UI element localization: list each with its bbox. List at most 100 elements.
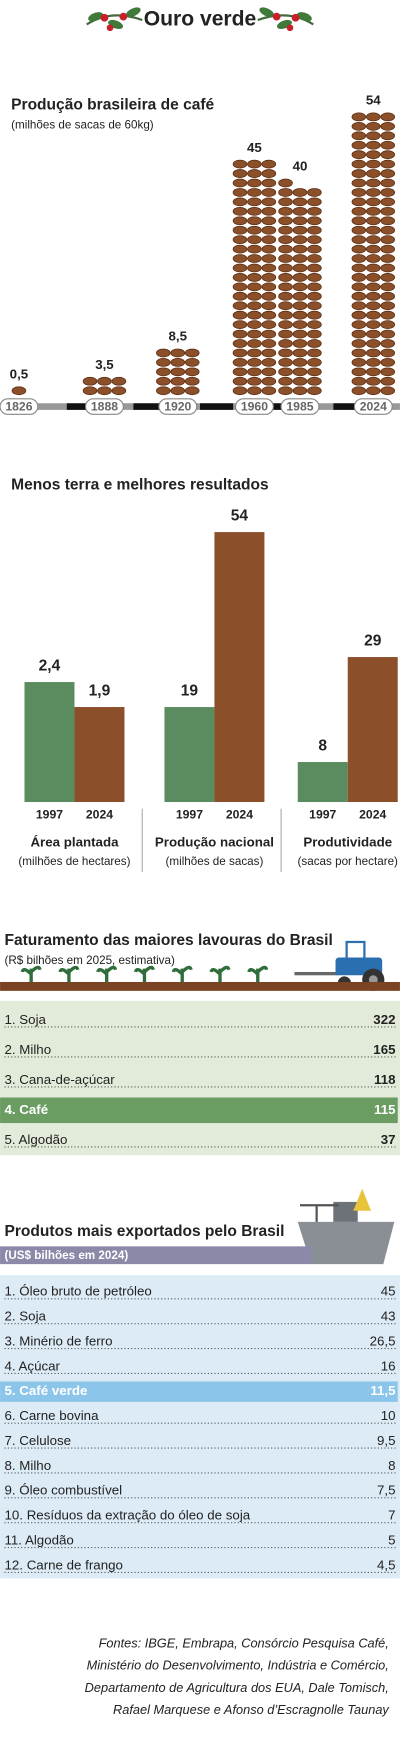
- bean: [232, 339, 248, 348]
- bean: [366, 169, 381, 178]
- bean: [351, 206, 367, 216]
- bean: [292, 329, 308, 339]
- bean: [232, 367, 248, 377]
- bean: [170, 386, 186, 396]
- bean: [351, 339, 367, 348]
- bean: [247, 178, 262, 188]
- year-pill: [158, 398, 198, 415]
- bean: [366, 197, 381, 207]
- bean: [247, 348, 262, 358]
- row-value: 4,5: [377, 1557, 396, 1572]
- bean: [232, 206, 248, 216]
- bean: [292, 188, 308, 197]
- bean: [380, 320, 396, 330]
- bean: [351, 301, 367, 311]
- bean: [278, 216, 293, 226]
- bean: [366, 121, 381, 131]
- bean: [247, 376, 262, 386]
- category-label: Área plantada: [30, 835, 119, 850]
- bean: [261, 273, 277, 282]
- x-tick-label: 1826: [5, 399, 32, 413]
- bean: [292, 206, 308, 216]
- bean: [156, 386, 171, 396]
- bean: [307, 282, 322, 292]
- row-label: 5. Café verde: [4, 1383, 87, 1398]
- bean: [366, 310, 381, 320]
- row-label: 6. Carne bovina: [4, 1408, 99, 1423]
- bean: [366, 273, 381, 282]
- row-value: 11,5: [370, 1383, 396, 1398]
- bean: [232, 225, 248, 235]
- timeline-segment: [333, 403, 367, 410]
- bean: [292, 282, 308, 292]
- bean: [366, 150, 381, 160]
- bean: [307, 235, 322, 245]
- source-line: Fontes: IBGE, Embrapa, Consórcio Pesquis…: [99, 1635, 389, 1650]
- category-unit: (sacas por hectare): [298, 855, 399, 868]
- bean: [82, 386, 98, 396]
- row-value: 16: [381, 1358, 396, 1373]
- bean: [366, 329, 381, 339]
- highlight-row: [0, 1381, 398, 1402]
- bar: [74, 707, 125, 803]
- bean: [247, 244, 262, 254]
- bean: [366, 131, 381, 141]
- row-value: 165: [373, 1042, 396, 1057]
- category-unit: (milhões de sacas): [166, 855, 264, 868]
- plant-leaves: [209, 965, 231, 982]
- bean: [292, 320, 308, 330]
- bean: [380, 150, 396, 160]
- bean: [366, 376, 381, 386]
- bean: [366, 112, 381, 122]
- row-label: 1. Óleo bruto de petróleo: [4, 1284, 151, 1299]
- bean: [292, 376, 308, 386]
- bean: [380, 169, 396, 178]
- bean: [351, 386, 367, 396]
- bean: [351, 367, 367, 377]
- bean: [351, 291, 367, 301]
- row-label: 1. Soja: [4, 1012, 46, 1027]
- bean: [232, 244, 248, 254]
- row-value: 7,5: [377, 1483, 396, 1498]
- bean: [278, 348, 293, 358]
- row-value: 45: [381, 1284, 396, 1299]
- bean: [351, 376, 367, 386]
- bean: [170, 376, 186, 386]
- bean: [278, 301, 293, 311]
- bean: [351, 169, 367, 178]
- bean: [307, 197, 322, 207]
- chart-title: Produtos mais exportados pelo Brasil: [4, 1223, 284, 1240]
- bean: [380, 216, 396, 226]
- bean: [307, 225, 322, 235]
- bean: [247, 282, 262, 292]
- bean: [261, 206, 277, 216]
- bean: [278, 225, 293, 235]
- bean: [351, 273, 367, 282]
- bean: [380, 112, 396, 122]
- bean: [184, 376, 200, 386]
- bean: [351, 358, 367, 367]
- legend-label: 1997: [176, 808, 203, 822]
- bean-stack: [156, 348, 200, 396]
- bean: [232, 291, 248, 301]
- bean-stack: [82, 376, 127, 396]
- category-label: Produção nacional: [155, 835, 274, 850]
- bean: [366, 178, 381, 188]
- x-tick-label: 1960: [241, 399, 268, 413]
- bean: [261, 339, 277, 348]
- chart-title: Faturamento das maiores lavouras do Bras…: [4, 932, 332, 949]
- bean: [232, 169, 248, 178]
- bean: [232, 310, 248, 320]
- bean: [366, 320, 381, 330]
- bean-stack: [11, 386, 27, 396]
- bean: [261, 358, 277, 367]
- bean: [247, 159, 262, 169]
- bean: [261, 263, 277, 273]
- bean: [307, 206, 322, 216]
- x-tick-label: 1985: [286, 399, 313, 413]
- bean: [261, 254, 277, 263]
- bean: [351, 225, 367, 235]
- bean: [278, 263, 293, 273]
- row-label: 3. Minério de ferro: [4, 1333, 112, 1348]
